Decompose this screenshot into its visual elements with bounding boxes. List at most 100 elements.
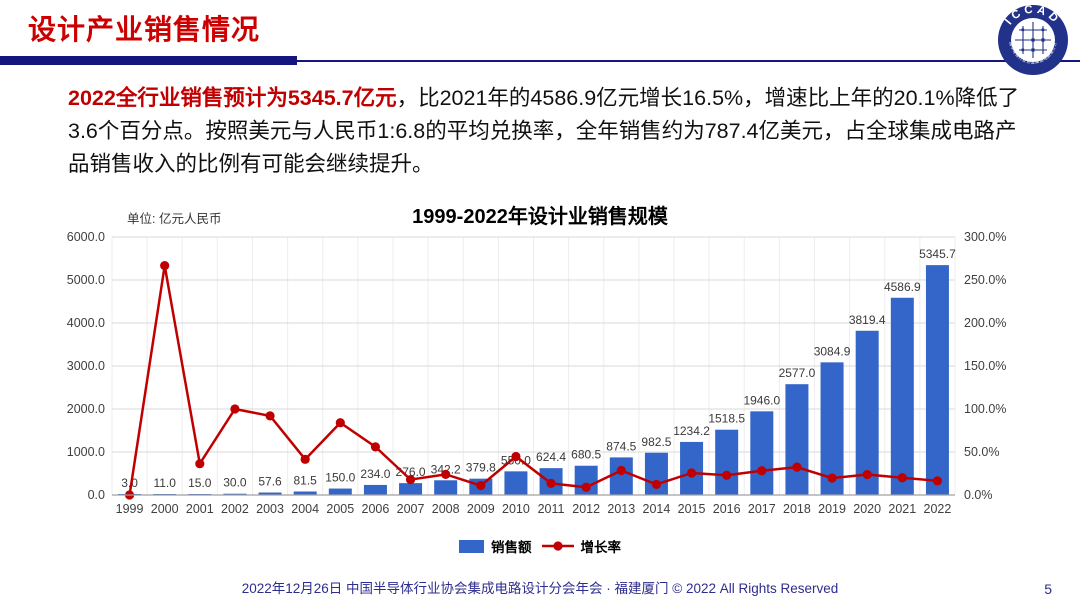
bar-value-label: 2577.0 bbox=[779, 366, 816, 380]
growth-point bbox=[476, 480, 486, 491]
legend-growth-label: 增长率 bbox=[580, 540, 622, 555]
chart-title: 1999-2022年设计业销售规模 bbox=[412, 206, 668, 228]
growth-point bbox=[335, 418, 345, 428]
bar bbox=[820, 362, 844, 495]
svg-text:150.0%: 150.0% bbox=[964, 359, 1006, 373]
bar bbox=[644, 452, 668, 495]
growth-point bbox=[230, 404, 240, 414]
intro-paragraph: 2022全行业销售预计为5345.7亿元，比2021年的4586.9亿元增长16… bbox=[68, 82, 1022, 181]
title-underline-thick bbox=[0, 56, 297, 65]
bar-value-label: 30.0 bbox=[223, 476, 247, 490]
growth-line-swatch-icon bbox=[541, 541, 574, 551]
bar-value-label: 3.0 bbox=[121, 476, 138, 490]
x-axis-label: 2004 bbox=[291, 502, 319, 516]
svg-text:250.0%: 250.0% bbox=[964, 273, 1006, 287]
x-axis-label: 2022 bbox=[924, 502, 952, 516]
title-underline-thin bbox=[297, 60, 1080, 62]
legend-sales-label: 销售额 bbox=[491, 540, 532, 555]
growth-point bbox=[160, 261, 170, 271]
bar bbox=[715, 429, 739, 495]
growth-point bbox=[722, 470, 732, 480]
bar bbox=[293, 491, 317, 495]
bar-value-label: 276.0 bbox=[396, 465, 426, 479]
x-axis-label: 2009 bbox=[467, 502, 495, 516]
x-axis-label: 2019 bbox=[818, 502, 846, 516]
page-number: 5 bbox=[1044, 581, 1052, 597]
bar bbox=[855, 330, 879, 495]
bar-value-label: 11.0 bbox=[153, 476, 176, 490]
x-axis-label: 1999 bbox=[116, 502, 144, 516]
bar-value-label: 57.6 bbox=[258, 475, 282, 489]
growth-point bbox=[265, 411, 275, 421]
bar-value-label: 15.0 bbox=[188, 476, 212, 490]
x-axis-label: 2006 bbox=[362, 502, 390, 516]
x-axis-label: 2000 bbox=[151, 502, 179, 516]
page-title: 设计产业销售情况 bbox=[28, 14, 261, 45]
x-axis-label: 2020 bbox=[853, 502, 881, 516]
growth-point bbox=[300, 454, 310, 464]
bar-value-label: 234.0 bbox=[360, 467, 390, 481]
bar-value-label: 5345.7 bbox=[919, 247, 956, 261]
x-axis-label: 2013 bbox=[607, 502, 635, 516]
legend-item-sales: 销售额 bbox=[459, 536, 532, 556]
bar-value-label: 680.5 bbox=[571, 448, 601, 462]
chart-unit-label: 单位: 亿元人民币 bbox=[127, 212, 222, 226]
bar bbox=[785, 384, 809, 495]
growth-point bbox=[616, 465, 626, 476]
x-axis-label: 2005 bbox=[326, 502, 354, 516]
svg-text:0.0: 0.0 bbox=[88, 488, 105, 502]
x-axis-label: 2003 bbox=[256, 502, 284, 516]
x-axis-label: 2012 bbox=[572, 502, 600, 516]
left-axis-tick-labels: 0.0 1000.0 2000.0 3000.0 4000.0 5000.0 6000.0 bbox=[67, 230, 105, 502]
growth-point bbox=[932, 476, 943, 486]
bar-value-label: 3819.4 bbox=[849, 313, 886, 327]
growth-point bbox=[370, 442, 381, 452]
svg-text:5000.0: 5000.0 bbox=[67, 273, 105, 287]
growth-point bbox=[511, 451, 521, 462]
bar-value-label: 81.5 bbox=[294, 473, 318, 487]
bar-value-labels: 3.0 11.0 15.0 30.0 57.6 81.5 150.0 234.0 276.0 34… bbox=[121, 247, 956, 490]
bar bbox=[258, 492, 282, 495]
bar bbox=[363, 484, 387, 495]
svg-text:100.0%: 100.0% bbox=[964, 402, 1006, 416]
intro-highlight: 2022全行业销售预计为5345.7亿元 bbox=[68, 86, 397, 110]
svg-text:0.0%: 0.0% bbox=[964, 488, 993, 502]
logo-grid-nodes-icon bbox=[1021, 28, 1045, 52]
bar bbox=[750, 411, 774, 495]
x-axis-label: 2021 bbox=[888, 502, 916, 516]
bar-value-label: 1946.0 bbox=[743, 393, 780, 407]
growth-point bbox=[686, 468, 697, 478]
svg-text:300.0%: 300.0% bbox=[964, 230, 1006, 244]
growth-point bbox=[897, 473, 907, 483]
bar bbox=[399, 483, 423, 495]
bar bbox=[328, 488, 352, 495]
growth-line bbox=[124, 261, 943, 500]
iccad-logo: ICCAD 中国半导体行业协会集成电路设计分会 bbox=[996, 3, 1068, 75]
svg-text:200.0%: 200.0% bbox=[964, 316, 1006, 330]
bar bbox=[504, 471, 528, 495]
bar-value-label: 1518.5 bbox=[708, 412, 745, 426]
x-axis-label: 2007 bbox=[397, 502, 425, 516]
x-axis-label: 2017 bbox=[748, 502, 776, 516]
chart-legend: 销售额 增长率 bbox=[0, 536, 1080, 556]
x-axis-label: 2010 bbox=[502, 502, 530, 516]
growth-point bbox=[651, 479, 662, 490]
growth-point bbox=[195, 459, 205, 469]
bar-value-label: 1234.2 bbox=[673, 424, 710, 438]
bar-value-label: 342.2 bbox=[431, 462, 461, 476]
x-axis-label: 2008 bbox=[432, 502, 460, 516]
x-axis-label: 2011 bbox=[538, 502, 565, 516]
growth-point bbox=[862, 469, 872, 480]
x-axis-tick-labels: 1999 2000 2001 2002 2003 2004 2005 2006 2007 2008… bbox=[116, 502, 952, 516]
growth-point bbox=[581, 482, 591, 492]
growth-point bbox=[546, 478, 556, 488]
x-axis-label: 2018 bbox=[783, 502, 811, 516]
svg-text:4000.0: 4000.0 bbox=[67, 316, 105, 330]
growth-point bbox=[827, 473, 837, 483]
bar-value-label: 624.4 bbox=[536, 450, 566, 464]
growth-point bbox=[792, 462, 802, 472]
sales-bar-swatch-icon bbox=[459, 539, 484, 553]
growth-point bbox=[405, 475, 416, 485]
bar bbox=[434, 480, 458, 495]
